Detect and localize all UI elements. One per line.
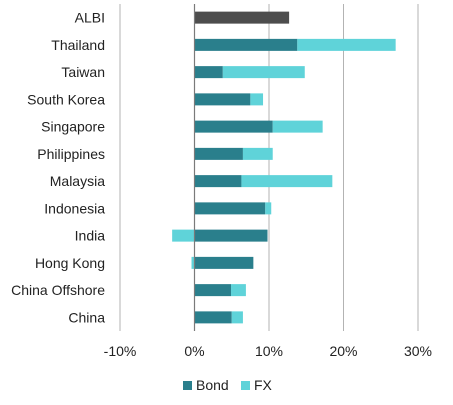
bar-fx-china-offshore [231, 284, 246, 297]
category-label-thailand: Thailand [51, 37, 105, 53]
bar-fx-indonesia [265, 202, 272, 215]
x-tick-10: -10% [104, 343, 137, 359]
category-label-china-offshore: China Offshore [11, 282, 105, 298]
category-label-singapore: Singapore [41, 119, 105, 135]
bar-bond-taiwan [194, 66, 223, 79]
bar-fx-philippines [242, 147, 273, 160]
category-label-indonesia: Indonesia [44, 200, 105, 216]
bar-bond-china [194, 311, 232, 324]
category-labels: ALBI Thailand Taiwan South Korea Singapore Ph… [11, 10, 105, 326]
x-tick-0: 0% [184, 343, 204, 359]
bar-fx-singapore [272, 120, 323, 133]
category-label-south-korea: South Korea [27, 91, 105, 107]
category-label-malaysia: Malaysia [50, 173, 105, 189]
x-tick-20: 20% [329, 343, 357, 359]
bar-fx-south-korea [250, 93, 264, 106]
x-tick-30: 30% [404, 343, 432, 359]
bar-bond-south-korea [194, 93, 251, 106]
legend-swatch-bond [183, 381, 192, 390]
legend: Bond FX [183, 377, 273, 393]
bar-bond-malaysia [194, 175, 242, 188]
category-label-philippines: Philippines [37, 146, 105, 162]
bar-fx-taiwan [222, 66, 305, 79]
category-label-albi: ALBI [75, 10, 105, 26]
gridlines [119, 4, 419, 331]
bar-bond-china-offshore [194, 284, 232, 297]
bar-bond-thailand [194, 38, 298, 51]
category-label-india: India [75, 228, 106, 244]
bar-fx-china [231, 311, 243, 324]
legend-swatch-fx [241, 381, 250, 390]
bar-fx-thailand [297, 38, 396, 51]
bar-bond-singapore [194, 120, 273, 133]
bar-bond-hong-kong [194, 256, 254, 269]
bar-bond-philippines [194, 147, 243, 160]
bar-total-albi [194, 11, 290, 24]
category-label-china: China [68, 309, 105, 325]
x-tick-10: 10% [255, 343, 283, 359]
bar-fx-malaysia [241, 175, 333, 188]
legend-label-bond: Bond [196, 377, 229, 393]
x-tick-labels: -10% 0% 10% 20% 30% [104, 343, 432, 359]
bar-bond-india [194, 229, 268, 242]
bar-bond-indonesia [194, 202, 266, 215]
bar-fx-india [172, 229, 195, 242]
legend-label-fx: FX [254, 377, 273, 393]
bars [172, 11, 396, 324]
category-label-taiwan: Taiwan [61, 64, 105, 80]
bar-fx-hong-kong [191, 256, 195, 269]
category-label-hong-kong: Hong Kong [35, 255, 105, 271]
